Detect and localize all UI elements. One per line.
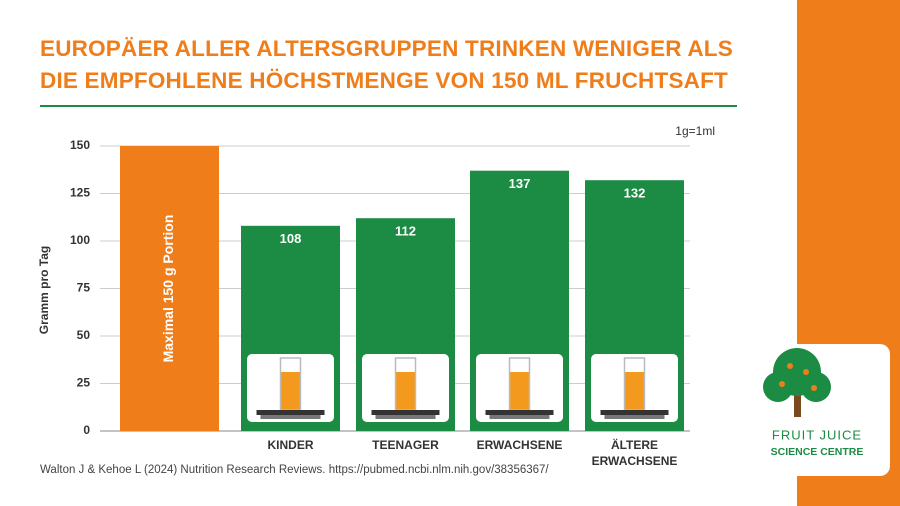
glass-icon — [362, 354, 449, 422]
y-tick-label: 0 — [83, 423, 90, 437]
value-label: 112 — [395, 224, 416, 239]
glass-juice — [395, 372, 416, 410]
logo-text: FRUIT JUICE — [772, 427, 862, 442]
unit-note: 1g=1ml — [675, 124, 715, 138]
glass-icon — [591, 354, 678, 422]
logo-dot — [779, 381, 785, 387]
value-label: 132 — [624, 186, 646, 201]
chart-title-line: EUROPÄER ALLER ALTERSGRUPPEN TRINKEN WEN… — [40, 36, 733, 61]
scale-plate — [256, 410, 325, 415]
scale-base — [260, 415, 321, 419]
scale-base — [489, 415, 550, 419]
y-tick-label: 25 — [77, 376, 91, 390]
glass-juice — [624, 372, 645, 410]
value-label: 108 — [280, 231, 302, 246]
logo-dot — [811, 385, 817, 391]
x-tick-label: ÄLTERE ERWACHSENE — [591, 438, 678, 468]
logo-text: SCIENCE CENTRE — [771, 446, 864, 458]
scale-plate — [485, 410, 554, 415]
title-rule — [40, 105, 737, 107]
logo-dot — [787, 363, 793, 369]
logo-dot — [803, 369, 809, 375]
y-axis-label: Gramm pro Tag — [37, 246, 51, 334]
value-label: 137 — [509, 176, 531, 191]
glass-icon — [476, 354, 563, 422]
glass-juice — [509, 372, 530, 410]
x-tick-label: KINDER — [267, 438, 314, 452]
scale-plate — [371, 410, 440, 415]
glass-icon — [247, 354, 334, 422]
x-tick-label: TEENAGER — [372, 438, 439, 452]
y-tick-label: 125 — [70, 186, 90, 200]
y-tick-label: 150 — [70, 138, 90, 152]
chart-title-line: DIE EMPFOHLENE HÖCHSTMENGE VON 150 ML FR… — [40, 68, 728, 93]
logo: FRUIT JUICE SCIENCE CENTRE — [745, 344, 890, 476]
y-tick-label: 50 — [77, 328, 91, 342]
scale-plate — [600, 410, 669, 415]
glass-juice — [280, 372, 301, 410]
source-note: Walton J & Kehoe L (2024) Nutrition Rese… — [40, 464, 549, 476]
scale-base — [604, 415, 665, 419]
bar-annotation: Maximal 150 g Portion — [160, 215, 176, 363]
bar — [120, 146, 219, 431]
x-tick-label: ERWACHSENE — [476, 438, 563, 452]
logo-trunk — [794, 385, 801, 417]
y-tick-label: 100 — [70, 233, 90, 247]
scale-base — [375, 415, 436, 419]
y-tick-label: 75 — [77, 281, 91, 295]
logo-crown — [763, 372, 793, 402]
